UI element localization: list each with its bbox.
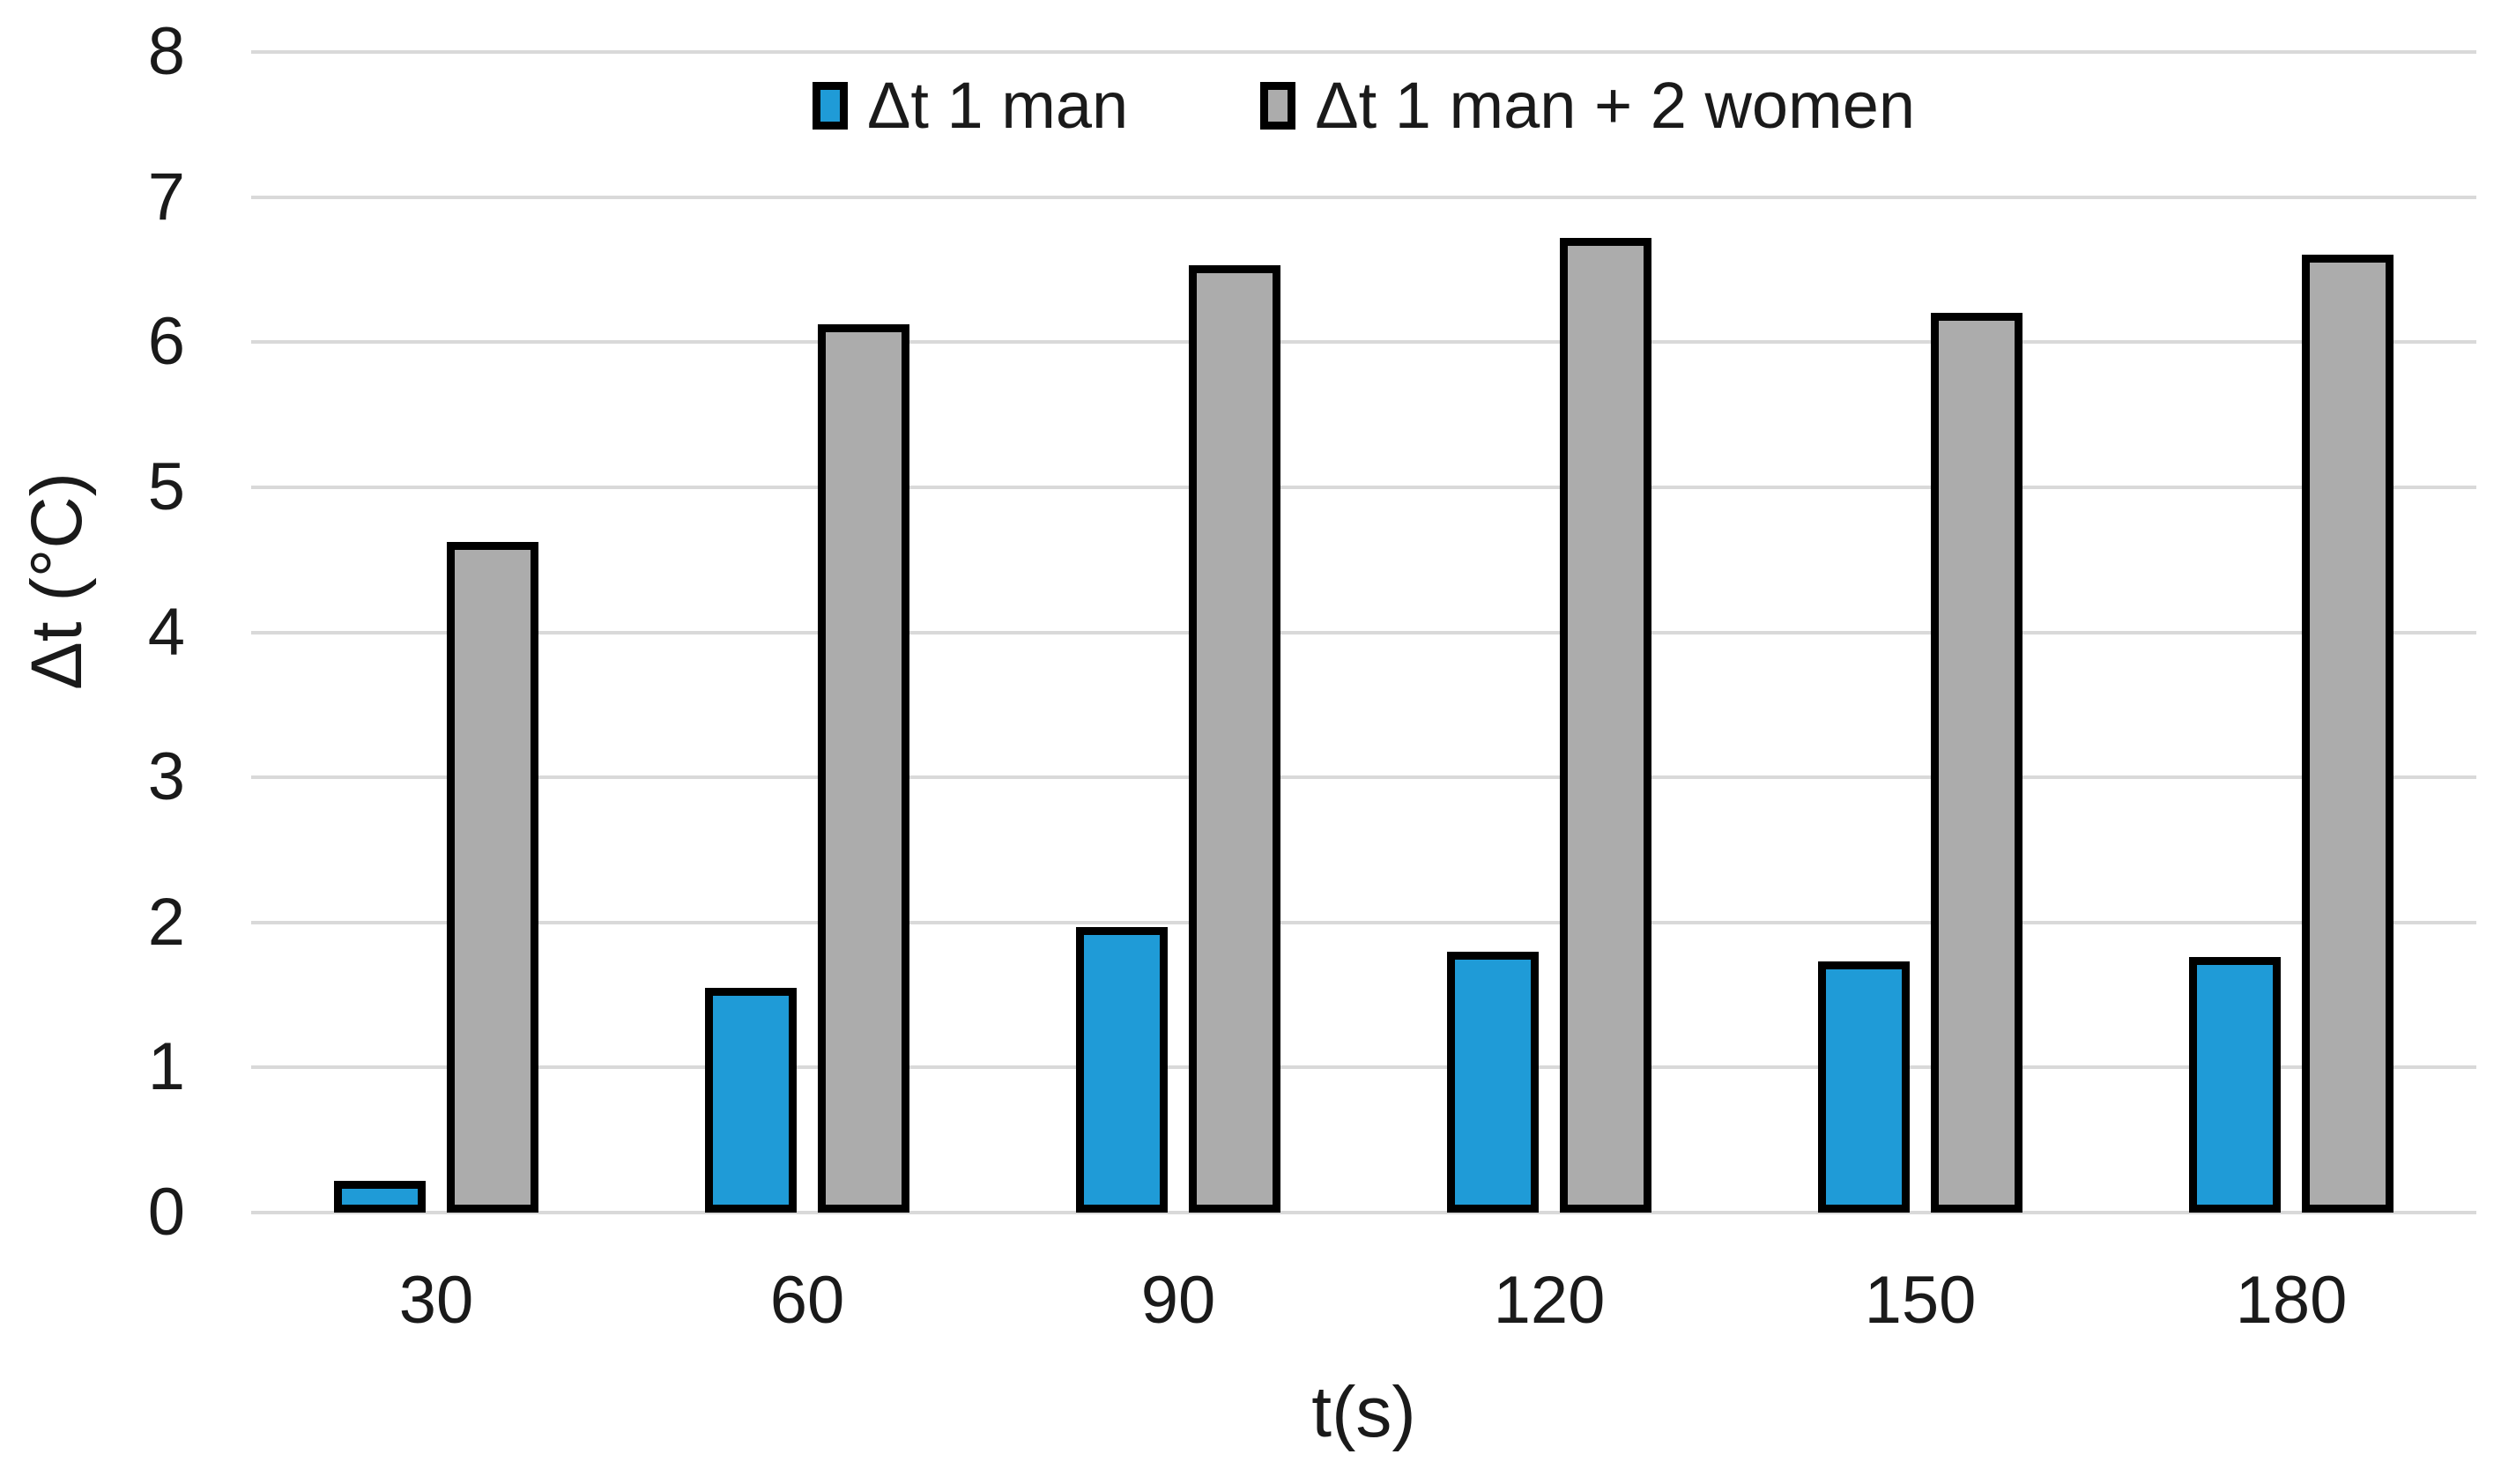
legend-swatch-icon	[1260, 82, 1296, 130]
bar-man-2women-90	[1189, 265, 1280, 1213]
gridline	[251, 195, 2476, 199]
y-tick-label: 7	[147, 160, 185, 234]
x-axis-title: t(s)	[1311, 1372, 1416, 1452]
gridline	[251, 340, 2476, 345]
legend-item-man-2women: Δt 1 man + 2 women	[1260, 70, 1915, 141]
y-tick-label: 8	[147, 14, 185, 89]
gridline	[251, 1211, 2476, 1214]
bar-man-2women-60	[818, 324, 909, 1213]
bar-man-2women-120	[1560, 238, 1651, 1213]
y-tick-label: 4	[147, 595, 185, 670]
gridline	[251, 920, 2476, 924]
x-tick-label: 150	[1864, 1263, 1977, 1338]
bar-man-2women-150	[1931, 313, 2022, 1213]
y-tick-label: 6	[147, 304, 185, 379]
legend-label: Δt 1 man + 2 women	[1315, 69, 1916, 142]
bar-man-2women-180	[2302, 255, 2394, 1213]
bar-man-30	[334, 1181, 426, 1213]
gridline	[251, 630, 2476, 634]
legend-swatch-icon	[812, 82, 848, 130]
bar-man-150	[1818, 961, 1910, 1213]
x-tick-label: 30	[398, 1263, 474, 1338]
y-tick-label: 1	[147, 1029, 185, 1104]
bar-man-90	[1076, 927, 1168, 1213]
gridline	[251, 1065, 2476, 1070]
y-tick-label: 2	[147, 885, 185, 960]
legend-label: Δt 1 man	[866, 69, 1129, 142]
bar-man-120	[1447, 952, 1539, 1213]
chart-legend: Δt 1 man Δt 1 man + 2 women	[251, 70, 2476, 141]
bar-man-180	[2189, 957, 2281, 1213]
x-tick-label: 120	[1493, 1263, 1606, 1338]
gridline	[251, 485, 2476, 489]
x-tick-label: 90	[1140, 1263, 1216, 1338]
x-tick-label: 180	[2235, 1263, 2348, 1338]
y-tick-label: 3	[147, 739, 185, 814]
plot-area	[251, 50, 2476, 1214]
gridline	[251, 775, 2476, 780]
y-tick-label: 5	[147, 449, 185, 524]
x-tick-label: 60	[769, 1263, 845, 1338]
bar-man-60	[705, 988, 797, 1213]
y-tick-label: 0	[147, 1175, 185, 1250]
bar-man-2women-30	[447, 542, 538, 1213]
legend-item-man: Δt 1 man	[812, 69, 1129, 142]
gridline	[251, 50, 2476, 54]
